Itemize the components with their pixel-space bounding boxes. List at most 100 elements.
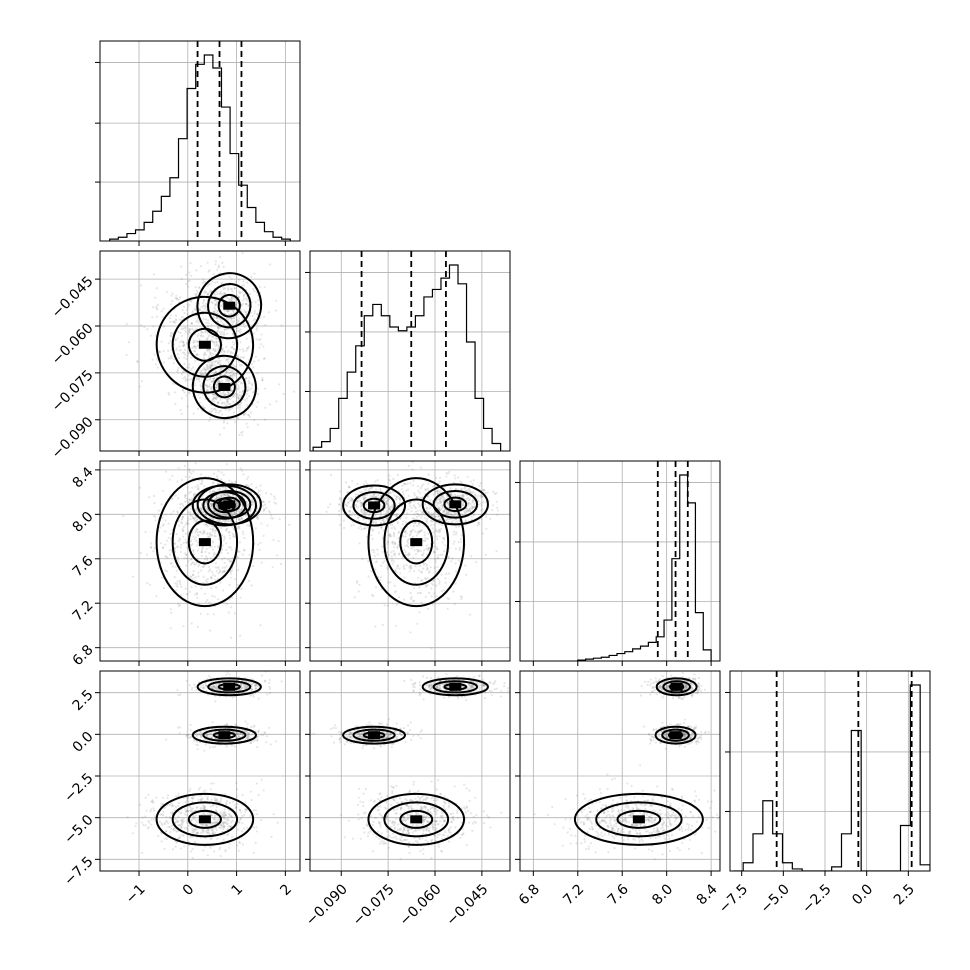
scatter-point [223,570,226,573]
scatter-point [219,398,222,401]
scatter-point [213,818,216,821]
scatter-point [462,504,465,507]
scatter-point [442,549,446,553]
scatter-point [429,519,432,522]
scatter-point [234,806,237,809]
scatter-point [229,537,232,540]
scatter-point [189,723,192,727]
scatter-point [460,487,463,490]
scatter-point [231,532,234,536]
scatter-point [172,320,175,323]
scatter-point [191,497,194,500]
scatter-point [194,359,197,362]
scatter-point [259,624,262,627]
scatter-point [239,403,242,406]
scatter-point [233,365,236,368]
scatter-point [356,482,359,486]
scatter-point [234,298,237,301]
scatter-point [236,396,239,399]
scatter-point [427,494,430,497]
scatter-point [209,352,212,355]
scatter-point [418,530,421,533]
scatter-point [174,821,177,824]
scatter-point [214,394,217,397]
scatter-point [228,825,231,828]
scatter-point [230,317,233,320]
scatter-point [218,357,221,360]
density-peak [218,501,231,510]
scatter-point [213,393,216,396]
scatter-point [344,503,347,506]
scatter-point [253,309,256,313]
scatter-point [239,732,242,735]
scatter-point [268,511,272,514]
scatter-point [231,514,234,517]
scatter-point [195,528,198,531]
scatter-point [190,796,193,800]
scatter-point [419,466,423,469]
scatter-point [160,503,163,506]
scatter-point [156,308,159,311]
scatter-point [202,807,205,810]
scatter-point [256,491,260,494]
scatter-point [212,397,215,401]
scatter-point [403,482,406,485]
scatter-point [166,556,169,560]
scatter-point [205,823,208,827]
scatter-point [413,570,416,573]
scatter-point [384,520,387,523]
scatter-point [435,547,438,550]
scatter-point [181,818,184,821]
scatter-point [213,396,216,400]
scatter-point [246,347,249,350]
scatter-point [423,531,426,534]
scatter-point [230,437,232,439]
scatter-point [403,530,406,533]
scatter-point [417,532,420,535]
scatter-point [218,368,222,371]
scatter-point [208,568,212,571]
scatter-point [174,806,177,809]
scatter-point [420,570,423,574]
scatter-point [445,512,448,515]
scatter-point [192,512,195,515]
scatter-point [268,726,271,729]
scatter-point [438,491,441,494]
scatter-point [235,781,238,785]
scatter-point [199,507,202,510]
scatter-point [420,485,423,488]
scatter-point [252,851,255,854]
scatter-point [198,287,201,290]
scatter-point [248,395,251,398]
scatter-point [161,524,164,527]
scatter-point [401,556,404,559]
scatter-point [182,342,185,345]
scatter-point [206,795,209,799]
scatter-point [233,510,236,514]
scatter-point [224,393,227,396]
scatter-point [236,568,240,572]
scatter-point [222,333,225,336]
scatter-point [216,344,219,347]
scatter-point [469,508,472,511]
scatter-point [189,261,192,265]
scatter-point [214,337,217,340]
scatter-point [495,492,498,495]
scatter-point [346,491,349,494]
scatter-point [182,345,185,348]
scatter-point [192,795,195,798]
scatter-point [258,346,261,349]
scatter-point [210,533,213,537]
scatter-point [253,289,256,293]
scatter-point [240,517,243,520]
scatter-point [246,493,249,496]
scatter-point [223,561,226,565]
scatter-point [230,512,233,515]
scatter-point [215,570,218,573]
scatter-point [445,572,448,576]
scatter-point [187,829,190,833]
scatter-point [213,529,216,532]
scatter-point [424,577,427,580]
histogram-1 [312,264,502,451]
scatter-point [215,685,218,688]
